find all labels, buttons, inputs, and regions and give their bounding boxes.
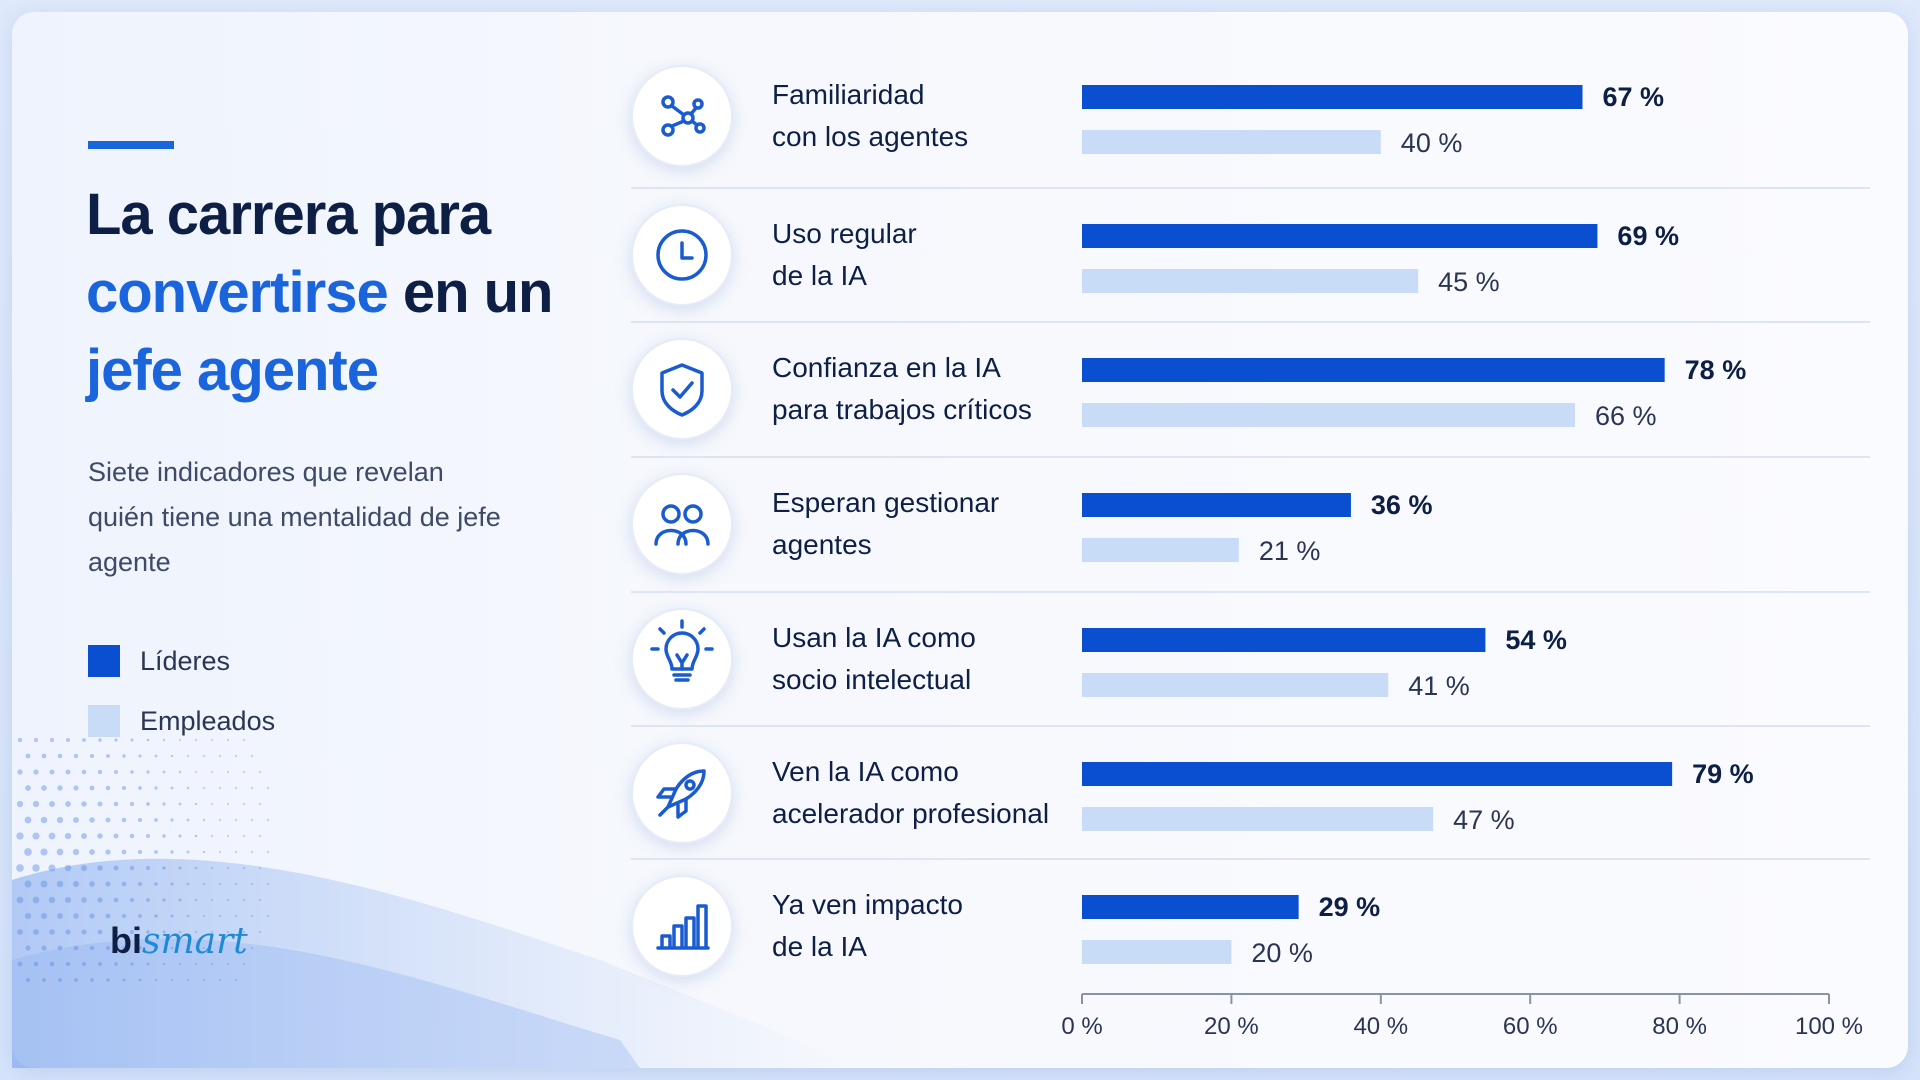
value-label-lideres: 36 % <box>1371 490 1433 520</box>
category-label-line2: agentes <box>772 529 872 560</box>
icon-circle <box>631 608 733 710</box>
category-label-line1: Familiaridad <box>772 79 925 110</box>
chart-row: Familiaridad con los agentes 67 % 40 % <box>631 65 1664 167</box>
value-label-empleados: 40 % <box>1401 128 1463 158</box>
x-tick-label: 80 % <box>1652 1013 1707 1040</box>
chart-row: Esperan gestionar agentes 36 % 21 % <box>631 456 1870 575</box>
page-title: La carrera para convertirse en un jefe a… <box>86 176 553 410</box>
title-line-2: en un <box>387 260 554 325</box>
bar-empleados <box>1082 403 1576 427</box>
chart-row: Confianza en la IA para trabajos críticos… <box>631 321 1870 440</box>
category-label-line2: de la IA <box>772 260 867 291</box>
value-label-empleados: 66 % <box>1595 401 1657 431</box>
icon-circle <box>631 473 733 575</box>
value-label-empleados: 45 % <box>1438 267 1500 297</box>
category-label-line2: socio intelectual <box>772 664 971 695</box>
subtitle: Siete indicadores que revelan quién tien… <box>88 457 501 577</box>
value-label-lideres: 29 % <box>1319 892 1381 922</box>
bar-chart-icon <box>656 904 710 950</box>
category-label-line1: Uso regular <box>772 218 917 249</box>
logo-bi: bi <box>110 920 142 961</box>
legend-swatch-empleados <box>88 705 120 737</box>
legend-item-lideres: Líderes <box>88 645 230 677</box>
category-label-line1: Ven la IA como <box>772 756 959 787</box>
logo-smart: smart <box>142 921 248 962</box>
value-label-empleados: 21 % <box>1259 536 1321 566</box>
people-icon <box>654 504 710 546</box>
chart-row: Ya ven impacto de la IA 29 %20 % <box>631 858 1870 977</box>
value-label-lideres: 79 % <box>1692 759 1754 789</box>
chart-row: Uso regular de la IA 69 % 45 % <box>631 187 1870 306</box>
legend-swatch-lideres <box>88 645 120 677</box>
x-tick-label: 40 % <box>1353 1013 1408 1040</box>
category-label-line1: Esperan gestionar <box>772 487 999 518</box>
category-label-line1: Usan la IA como <box>772 622 976 653</box>
bar-empleados <box>1082 269 1419 293</box>
clock-icon <box>656 229 708 281</box>
category-label-line2: acelerador profesional <box>772 798 1049 829</box>
category-label-line2: con los agentes <box>772 121 968 152</box>
bar-empleados <box>1082 673 1389 697</box>
value-label-lideres: 69 % <box>1617 221 1679 251</box>
chart-row: Ven la IA como acelerador profesional 79 %… <box>631 725 1870 844</box>
bar-lideres <box>1082 493 1351 517</box>
icon-circle <box>631 742 733 844</box>
value-label-empleados: 47 % <box>1453 805 1515 835</box>
bar-empleados <box>1082 940 1232 964</box>
value-label-lideres: 78 % <box>1685 355 1747 385</box>
legend-item-empleados: Empleados <box>88 705 275 737</box>
x-tick-label: 20 % <box>1204 1013 1259 1040</box>
shield-check-icon <box>660 363 704 417</box>
lightbulb-icon <box>650 619 714 682</box>
bismart-logo: bismart <box>110 920 248 962</box>
bar-empleados <box>1082 130 1381 154</box>
chart-row: Usan la IA como socio intelectual 54 % 41 % <box>631 591 1870 710</box>
icon-circle <box>631 338 733 440</box>
value-label-empleados: 41 % <box>1408 671 1470 701</box>
legend-label: Líderes <box>140 645 231 676</box>
legend-label: Empleados <box>140 705 276 736</box>
x-tick-label: 0 % <box>1061 1013 1102 1040</box>
title-highlight-1: convertirse <box>86 260 389 325</box>
x-tick-label: 60 % <box>1503 1013 1558 1040</box>
category-label-line1: Ya ven impacto <box>772 889 963 920</box>
value-label-lideres: 67 % <box>1602 82 1664 112</box>
value-label-empleados: 20 % <box>1251 938 1313 968</box>
value-label-lideres: 54 % <box>1505 625 1567 655</box>
bar-lideres <box>1082 762 1673 786</box>
bar-lideres <box>1082 358 1665 382</box>
bar-lideres <box>1082 224 1598 248</box>
bar-lideres <box>1082 85 1583 109</box>
title-highlight-2: jefe agente <box>86 338 379 403</box>
network-nodes-icon <box>661 95 706 137</box>
title-line-1: La carrera para <box>86 182 491 247</box>
bar-empleados <box>1082 538 1239 562</box>
bar-empleados <box>1082 807 1434 831</box>
rocket-icon <box>656 769 706 819</box>
bar-lideres <box>1082 895 1299 919</box>
x-tick-label: 100 % <box>1795 1013 1863 1040</box>
category-label-line1: Confianza en la IA <box>772 352 1001 383</box>
bar-lideres <box>1082 628 1486 652</box>
category-label-line2: para trabajos críticos <box>772 394 1032 425</box>
category-label-line2: de la IA <box>772 931 867 962</box>
title-accent-bar <box>88 141 174 149</box>
